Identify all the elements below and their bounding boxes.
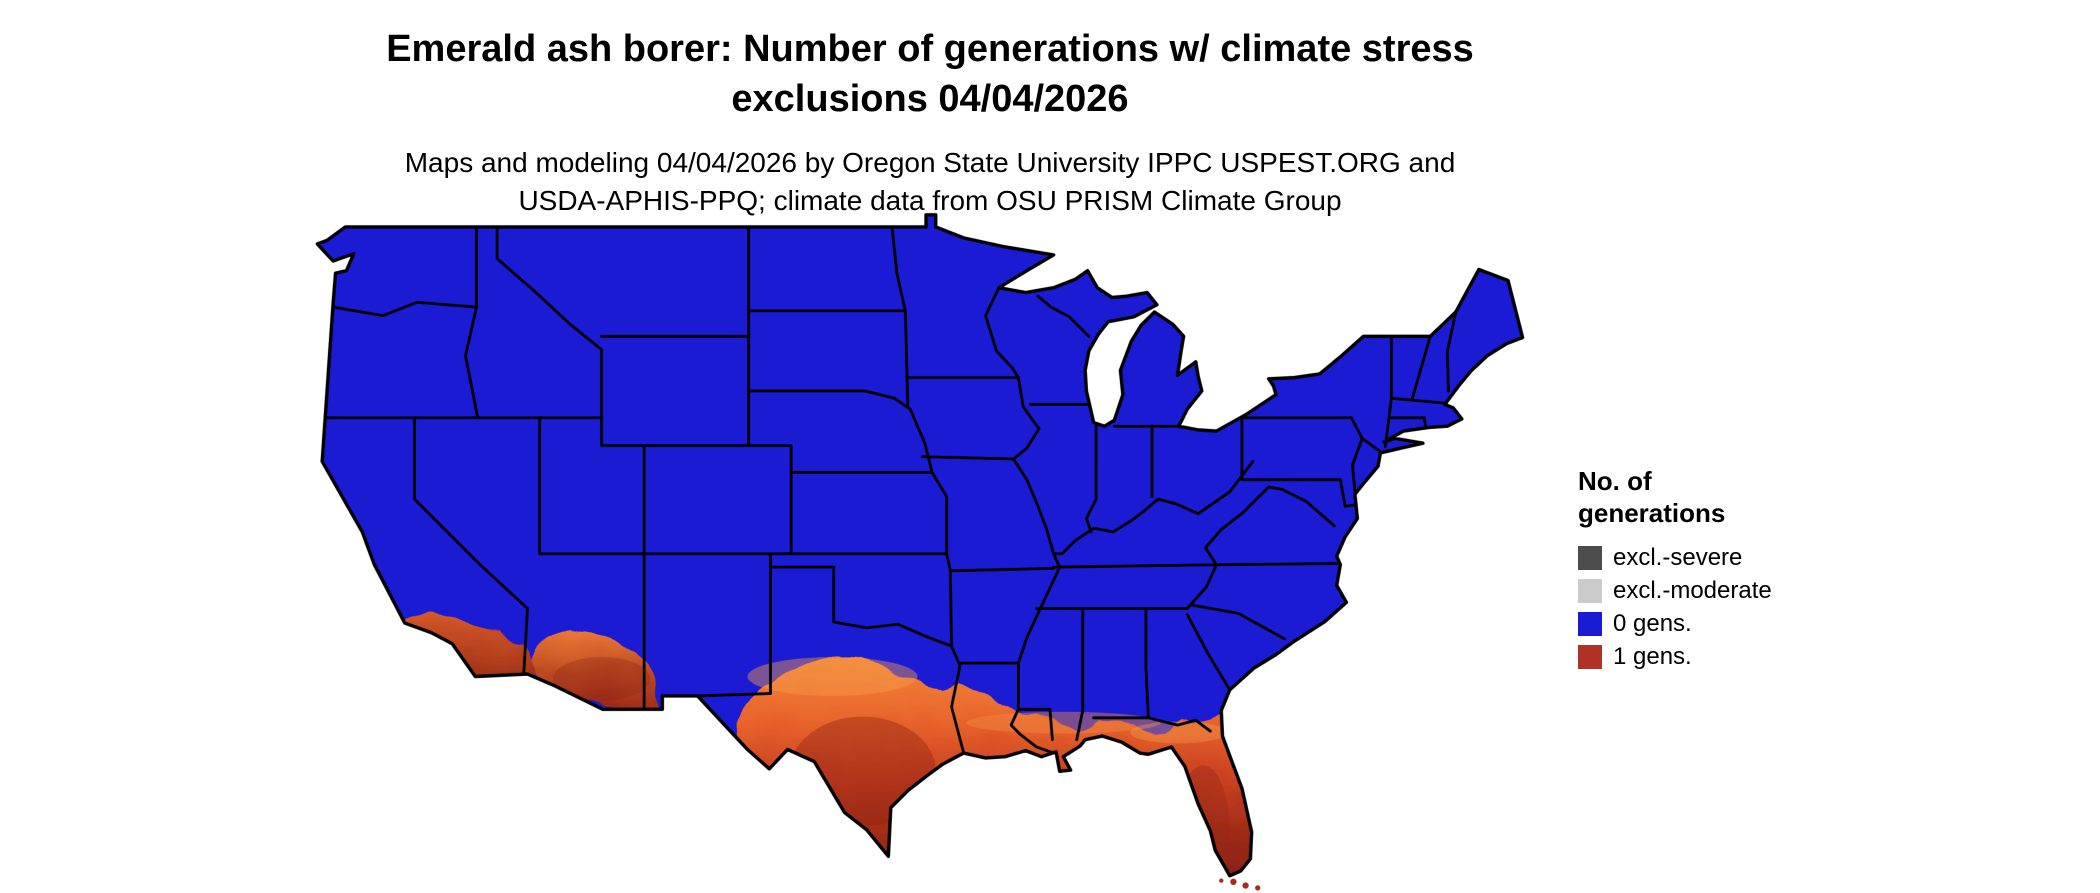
southern-california-zone: [395, 613, 532, 679]
one-gens-swatch: [1578, 645, 1602, 670]
page-subtitle: Maps and modeling 04/04/2026 by Oregon S…: [0, 144, 1860, 220]
title-line2: exclusions 04/04/2026: [731, 78, 1129, 121]
conus-map: [310, 200, 1525, 893]
subtitle-line2: USDA-APHIS-PPQ; climate data from OSU PR…: [518, 185, 1342, 217]
excl-severe-swatch: [1578, 546, 1602, 571]
southern-arizona-zone: [522, 629, 663, 710]
legend-item-0-gens: 0 gens.: [1578, 610, 1772, 638]
legend-item-excl-moderate: excl.-moderate: [1578, 577, 1772, 605]
one-gens-label: 1 gens.: [1613, 643, 1692, 671]
subtitle-line1: Maps and modeling 04/04/2026 by Oregon S…: [404, 147, 1456, 179]
legend-title: No. of generations: [1578, 466, 1772, 529]
legend-title-line2: generations: [1578, 497, 1726, 528]
excl-moderate-label: excl.-moderate: [1613, 577, 1772, 605]
header: Emerald ash borer: Number of generations…: [0, 24, 1860, 220]
excl-moderate-swatch: [1578, 579, 1602, 604]
page-title: Emerald ash borer: Number of generations…: [0, 24, 1860, 124]
new-mexico-bootheel-zone: [664, 695, 697, 710]
conus-outline: [315, 213, 1525, 878]
excl-severe-label: excl.-severe: [1613, 544, 1743, 572]
florida-keys: [1219, 878, 1261, 891]
title-line1: Emerald ash borer: Number of generations…: [386, 28, 1474, 70]
legend-item-1-gens: 1 gens.: [1578, 643, 1772, 671]
conus-map-svg: [315, 213, 1525, 891]
zero-gens-label: 0 gens.: [1613, 610, 1692, 638]
state-boundaries: [325, 225, 1458, 755]
legend: No. of generations excl.-severe excl.-mo…: [1578, 466, 1772, 676]
legend-item-excl-severe: excl.-severe: [1578, 544, 1772, 572]
legend-title-line1: No. of: [1578, 466, 1652, 496]
zero-gens-swatch: [1578, 612, 1602, 637]
